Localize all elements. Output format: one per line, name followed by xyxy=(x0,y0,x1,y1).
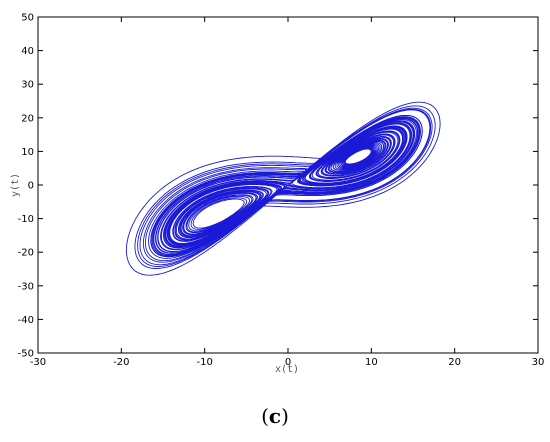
x-axis-label: x(t) xyxy=(275,364,299,375)
trajectory-segment xyxy=(137,116,421,267)
x-tick-label: -20 xyxy=(113,357,129,368)
y-tick-label: -30 xyxy=(18,281,34,292)
y-tick-label: 10 xyxy=(21,147,34,158)
y-tick-label: 30 xyxy=(21,80,34,91)
caption-letter: c xyxy=(268,404,282,428)
y-tick-label: -10 xyxy=(18,214,34,225)
y-tick-label: -50 xyxy=(18,349,34,360)
figure-caption: (c) xyxy=(0,404,550,428)
x-tick-label: 10 xyxy=(365,357,378,368)
y-tick-label: -40 xyxy=(18,315,34,326)
y-tick-label: 20 xyxy=(21,113,34,124)
y-axis-ticks: -50 -40 -30 -20 -10 0 10 20 30 40 50 xyxy=(18,13,538,360)
x-tick-label: 20 xyxy=(448,357,461,368)
x-tick-label: -30 xyxy=(30,357,46,368)
lorenz-chart: -30 -20 -10 0 10 20 30 -50 -40 -30 -20 -10 0 10 20 30 4… xyxy=(10,13,545,376)
y-tick-label: 40 xyxy=(21,46,34,57)
caption-close: ) xyxy=(281,404,289,428)
x-tick-label: 0 xyxy=(285,357,291,368)
y-tick-label: -20 xyxy=(18,248,34,259)
trajectory-segment xyxy=(153,109,431,256)
y-tick-label: 50 xyxy=(21,13,34,24)
y-tick-label: 0 xyxy=(28,181,34,192)
y-axis-label: y(t) xyxy=(10,173,21,197)
trajectory-series xyxy=(125,101,441,276)
caption-open: ( xyxy=(261,404,269,428)
x-tick-label: 30 xyxy=(532,357,545,368)
x-axis-ticks: -30 -20 -10 0 10 20 30 xyxy=(30,17,545,368)
x-tick-label: -10 xyxy=(196,357,212,368)
